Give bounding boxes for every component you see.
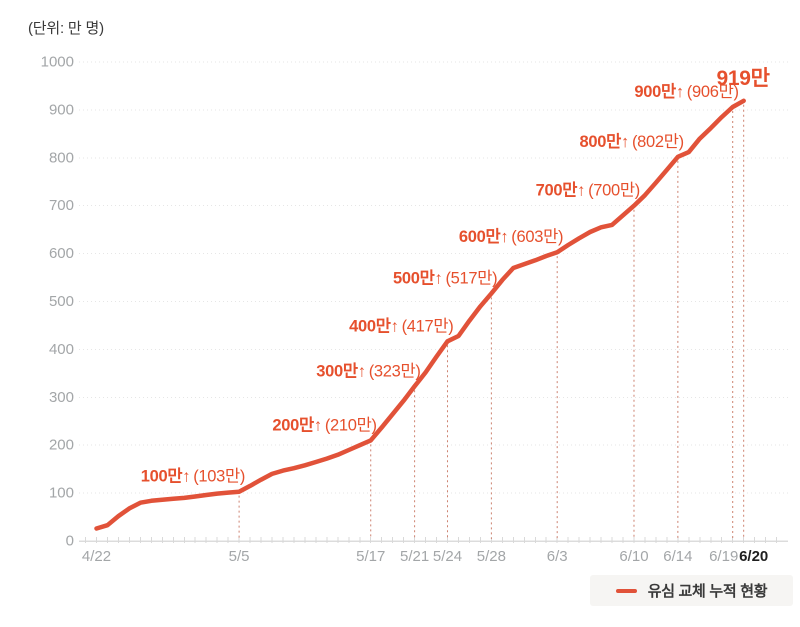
y-axis-tick-label: 100: [49, 485, 74, 502]
y-axis-tick-label: 800: [49, 149, 74, 166]
y-axis-tick-label: 200: [49, 437, 74, 454]
milestone-annotation: 200만↑ (210만): [272, 415, 376, 434]
x-axis-tick-label: 6/14: [663, 548, 692, 565]
x-axis-tick-label: 4/22: [82, 548, 111, 565]
x-axis-tick-label: 6/19: [709, 548, 738, 565]
y-axis-tick-label: 600: [49, 245, 74, 262]
data-line-series: [94, 98, 746, 531]
y-axis-tick-label: 0: [66, 533, 74, 550]
milestone-annotation: 400만↑ (417만): [349, 316, 453, 335]
y-axis-tick-label: 400: [49, 341, 74, 358]
unit-label: (단위: 만 명): [28, 20, 104, 37]
y-axis-tick-label: 900: [49, 101, 74, 118]
x-axis-tick-label: 5/28: [477, 548, 506, 565]
x-axis-tick-label: 5/21: [400, 548, 429, 565]
legend: 유심 교체 누적 현황: [590, 575, 793, 606]
final-value-annotation: 919만: [716, 67, 769, 90]
x-axis-tick-label: 6/3: [547, 548, 568, 565]
x-axis-tick-label: 6/10: [619, 548, 648, 565]
y-axis-tick-label: 700: [49, 197, 74, 214]
y-axis-tick-label: 500: [49, 293, 74, 310]
milestone-annotation: 300만↑ (323만): [316, 361, 420, 380]
milestone-annotation: 500만↑ (517만): [393, 268, 497, 287]
milestone-annotation: 100만↑ (103만): [141, 467, 245, 486]
legend-label: 유심 교체 누적 현황: [647, 583, 768, 600]
milestone-annotation: 600만↑ (603만): [459, 227, 563, 246]
milestone-annotation: 900만↑ (906만): [634, 82, 738, 101]
x-axis-tick-label: 5/5: [229, 548, 250, 565]
milestone-annotation: 800만↑ (802만): [579, 132, 683, 151]
y-axis-tick-label: 300: [49, 389, 74, 406]
milestone-annotation: 700만↑ (700만): [536, 181, 640, 200]
x-axis-tick-label: 6/20: [739, 548, 768, 565]
legend-line-icon: [615, 588, 637, 593]
x-axis-tick-label: 5/24: [433, 548, 462, 565]
x-axis-tick-label: 5/17: [356, 548, 385, 565]
y-axis-tick-label: 1000: [41, 54, 74, 71]
